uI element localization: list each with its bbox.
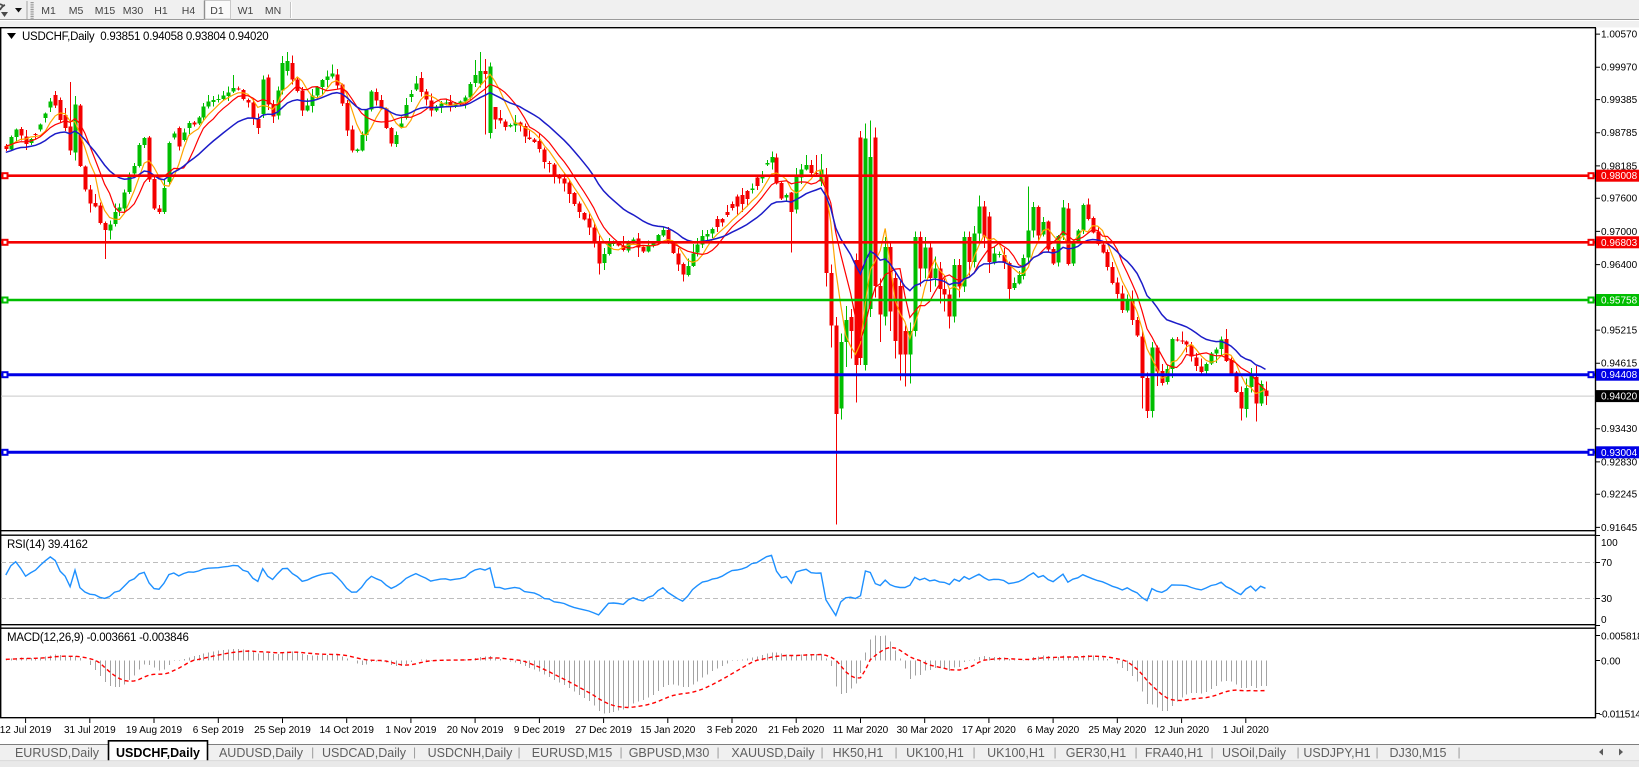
svg-text:0.93004: 0.93004 <box>1601 448 1638 459</box>
svg-text:HK50,H1: HK50,H1 <box>833 746 884 760</box>
svg-text:|: | <box>1296 745 1299 759</box>
svg-text:AUDUSD,Daily: AUDUSD,Daily <box>219 746 304 760</box>
svg-text:0.97600: 0.97600 <box>1601 194 1638 205</box>
svg-text:|: | <box>413 745 416 759</box>
svg-text:0.91645: 0.91645 <box>1601 523 1638 534</box>
svg-text:12 Jul 2019: 12 Jul 2019 <box>0 725 52 736</box>
svg-text:M15: M15 <box>95 5 116 17</box>
svg-text:25 Sep 2019: 25 Sep 2019 <box>254 725 311 736</box>
svg-text:6 Sep 2019: 6 Sep 2019 <box>193 725 245 736</box>
svg-text:15 Jan 2020: 15 Jan 2020 <box>640 725 695 736</box>
svg-text:0.93430: 0.93430 <box>1601 424 1638 435</box>
svg-text:USDCHF,Daily: USDCHF,Daily <box>116 746 200 760</box>
svg-text:H4: H4 <box>182 5 196 17</box>
svg-text:3 Feb 2020: 3 Feb 2020 <box>707 725 758 736</box>
svg-text:1 Jul 2020: 1 Jul 2020 <box>1223 725 1270 736</box>
svg-text:0: 0 <box>1601 615 1607 626</box>
svg-text:GBPUSD,M30: GBPUSD,M30 <box>629 746 710 760</box>
svg-text:0.98008: 0.98008 <box>1601 171 1638 182</box>
svg-text:31 Jul 2019: 31 Jul 2019 <box>64 725 116 736</box>
svg-text:0.96400: 0.96400 <box>1601 260 1638 271</box>
svg-text:0.94408: 0.94408 <box>1601 370 1638 381</box>
svg-text:1.00570: 1.00570 <box>1601 30 1638 41</box>
svg-text:USDCAD,Daily: USDCAD,Daily <box>322 746 407 760</box>
svg-text:0.94020: 0.94020 <box>1601 392 1638 403</box>
svg-text:1 Nov 2019: 1 Nov 2019 <box>385 725 437 736</box>
svg-text:M1: M1 <box>41 5 56 17</box>
svg-text:0.96803: 0.96803 <box>1601 238 1638 249</box>
svg-text:0.92830: 0.92830 <box>1601 457 1638 468</box>
svg-text:|: | <box>1457 745 1460 759</box>
svg-text:|: | <box>1375 745 1378 759</box>
svg-text:|: | <box>1053 745 1056 759</box>
svg-text:RSI(14) 39.4162: RSI(14) 39.4162 <box>7 539 88 551</box>
svg-text:27 Dec 2019: 27 Dec 2019 <box>575 725 632 736</box>
svg-text:GER30,H1: GER30,H1 <box>1066 746 1126 760</box>
svg-text:USDCHF,Daily 0.93851 0.94058: USDCHF,Daily 0.93851 0.94058 0.93804 0.9… <box>22 31 268 43</box>
svg-text:100: 100 <box>1601 538 1618 549</box>
svg-text:0.97000: 0.97000 <box>1601 227 1638 238</box>
svg-text:30 Mar 2020: 30 Mar 2020 <box>897 725 954 736</box>
svg-text:USDCNH,Daily: USDCNH,Daily <box>428 746 513 760</box>
svg-text:0.99970: 0.99970 <box>1601 63 1638 74</box>
svg-text:-0.011514: -0.011514 <box>1599 710 1639 721</box>
svg-text:|: | <box>619 745 622 759</box>
svg-text:|: | <box>1210 745 1213 759</box>
svg-text:30: 30 <box>1601 594 1613 605</box>
svg-text:|: | <box>1134 745 1137 759</box>
svg-text:70: 70 <box>1601 558 1613 569</box>
svg-text:FRA40,H1: FRA40,H1 <box>1145 746 1203 760</box>
svg-text:MACD(12,26,9) -0.003661 -0.003: MACD(12,26,9) -0.003661 -0.003846 <box>7 632 189 644</box>
svg-text:MN: MN <box>265 5 281 17</box>
svg-text:0.95215: 0.95215 <box>1601 326 1638 337</box>
svg-text:USOil,Daily: USOil,Daily <box>1222 746 1287 760</box>
svg-text:EURUSD,M15: EURUSD,M15 <box>532 746 613 760</box>
svg-text:|: | <box>716 745 719 759</box>
svg-text:0.005818: 0.005818 <box>1601 632 1639 643</box>
svg-text:|: | <box>517 745 520 759</box>
svg-text:XAUUSD,Daily: XAUUSD,Daily <box>731 746 815 760</box>
svg-text:9 Dec 2019: 9 Dec 2019 <box>514 725 566 736</box>
svg-text:0.99385: 0.99385 <box>1601 95 1638 106</box>
svg-text:|: | <box>894 745 897 759</box>
svg-text:25 May 2020: 25 May 2020 <box>1088 725 1146 736</box>
svg-text:0.00: 0.00 <box>1601 657 1621 668</box>
svg-text:0.92245: 0.92245 <box>1601 490 1638 501</box>
svg-text:20 Nov 2019: 20 Nov 2019 <box>447 725 504 736</box>
svg-text:D1: D1 <box>210 5 224 17</box>
svg-text:UK100,H1: UK100,H1 <box>906 746 964 760</box>
svg-text:M5: M5 <box>69 5 84 17</box>
svg-text:11 Mar 2020: 11 Mar 2020 <box>833 725 889 736</box>
svg-text:M30: M30 <box>123 5 144 17</box>
svg-text:USDJPY,H1: USDJPY,H1 <box>1303 746 1370 760</box>
svg-text:UK100,H1: UK100,H1 <box>987 746 1045 760</box>
svg-text:|: | <box>820 745 823 759</box>
svg-text:12 Jun 2020: 12 Jun 2020 <box>1154 725 1209 736</box>
svg-text:0.95758: 0.95758 <box>1601 296 1638 307</box>
svg-text:19 Aug 2019: 19 Aug 2019 <box>126 725 183 736</box>
svg-text:0.98185: 0.98185 <box>1601 161 1638 172</box>
svg-text:DJ30,M15: DJ30,M15 <box>1390 746 1447 760</box>
svg-text:0.94615: 0.94615 <box>1601 359 1638 370</box>
svg-text:|: | <box>972 745 975 759</box>
svg-text:|: | <box>311 745 314 759</box>
svg-text:6 May 2020: 6 May 2020 <box>1027 725 1080 736</box>
svg-text:14 Oct 2019: 14 Oct 2019 <box>319 725 374 736</box>
svg-text:0.98785: 0.98785 <box>1601 128 1638 139</box>
svg-text:H1: H1 <box>154 5 168 17</box>
svg-text:W1: W1 <box>238 5 254 17</box>
svg-text:21 Feb 2020: 21 Feb 2020 <box>768 725 825 736</box>
svg-text:17 Apr 2020: 17 Apr 2020 <box>962 725 1016 736</box>
svg-text:EURUSD,Daily: EURUSD,Daily <box>15 746 100 760</box>
